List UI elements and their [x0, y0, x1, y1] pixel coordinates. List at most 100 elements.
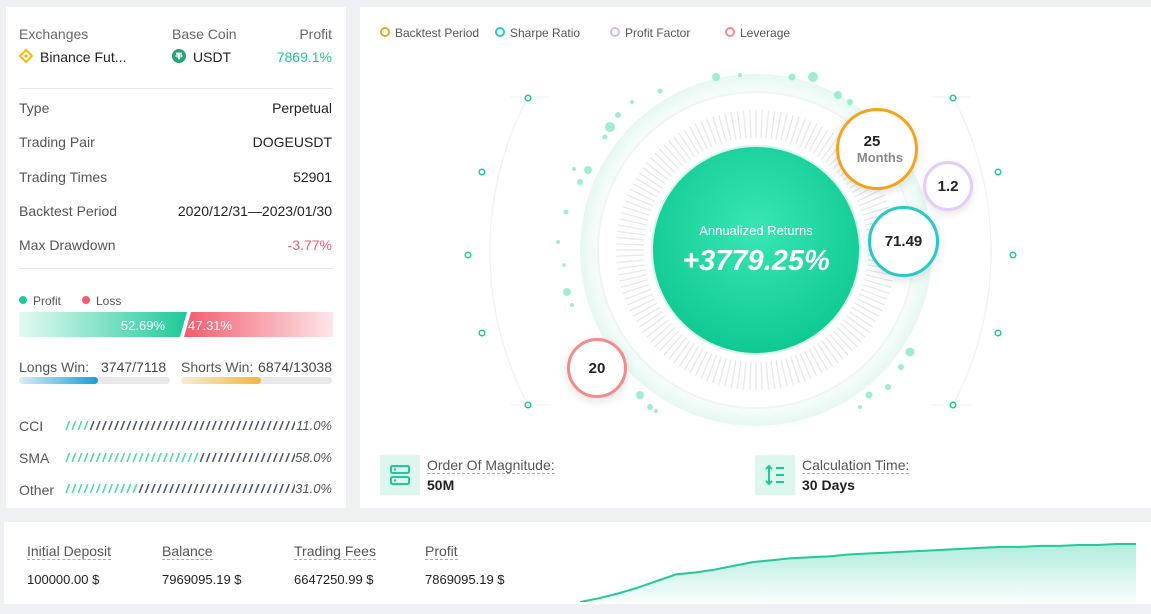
indicator-hatch-mark	[285, 421, 290, 430]
tick-mark	[718, 114, 727, 143]
divider	[19, 268, 333, 269]
trading-pair-value: DOGEUSDT	[252, 134, 332, 150]
tick-mark	[617, 230, 646, 236]
tick-mark	[658, 330, 680, 352]
tick-mark	[821, 340, 839, 364]
tick-mark	[742, 361, 747, 390]
tick-mark	[839, 323, 862, 343]
initial-deposit-label: Initial Deposit	[27, 543, 112, 560]
indicator-hatch-mark	[205, 453, 211, 462]
base-coin-value: USDT	[193, 49, 232, 65]
backtest-period-legend: Backtest Period	[395, 26, 480, 40]
tick-mark	[658, 148, 680, 170]
indicator-hatch-mark	[65, 484, 71, 493]
tick-mark	[694, 123, 708, 150]
indicator-hatch-mark	[205, 421, 211, 430]
profit-factor-bubble: 1.2	[923, 161, 973, 211]
trading-times-value: 52901	[293, 169, 332, 185]
indicator-hatch-mark	[156, 453, 162, 462]
tick-mark	[622, 206, 650, 217]
indicator-other-value: 31.0%	[295, 481, 332, 496]
tick-mark	[770, 111, 776, 140]
tick-mark	[616, 243, 645, 246]
tick-mark	[622, 283, 650, 294]
indicator-hatch-mark	[260, 453, 266, 462]
indicator-hatch-mark	[65, 421, 71, 430]
profit-legend-label: Profit	[33, 294, 62, 308]
tick-mark	[673, 340, 691, 364]
summary-profit-label: Profit	[425, 543, 458, 560]
tick-mark	[635, 306, 661, 323]
longs-win-fill	[19, 377, 99, 384]
indicator-hatch-mark	[156, 421, 162, 430]
indicator-hatch-mark	[83, 421, 89, 430]
indicator-hatch-mark	[236, 453, 242, 462]
indicator-hatch-mark	[156, 484, 162, 493]
tick-mark	[749, 110, 752, 139]
indicator-sma-label: SMA	[19, 450, 50, 466]
type-label: Type	[19, 100, 50, 116]
indicator-hatch-mark	[230, 453, 236, 462]
indicator-hatch-mark	[175, 484, 181, 493]
tick-mark	[620, 212, 649, 221]
indicator-hatch-mark	[132, 453, 138, 462]
tick-mark	[654, 326, 676, 348]
indicator-hatch-mark	[242, 421, 248, 430]
tick-mark	[700, 121, 713, 148]
indicator-hatch-mark	[193, 484, 199, 493]
tick-mark	[616, 254, 645, 257]
max-drawdown-value: -3.77%	[287, 237, 332, 253]
profit-line	[580, 543, 1136, 602]
trading-pair-label: Trading Pair	[19, 134, 95, 150]
indicator-hatch-mark	[211, 421, 217, 430]
annualized-returns-value: +3779.25%	[682, 245, 830, 277]
tick-mark	[678, 132, 695, 157]
indicator-hatch-mark	[144, 484, 150, 493]
indicator-hatch-mark	[95, 421, 101, 430]
indicator-hatch-mark	[95, 453, 101, 462]
tick-mark	[836, 326, 858, 348]
profit-loss-bar	[19, 312, 333, 337]
profit-label: Profit	[299, 26, 332, 42]
tick-mark	[700, 352, 713, 379]
indicator-hatch-mark	[126, 421, 132, 430]
indicator-other-label: Other	[19, 482, 55, 498]
tick-mark	[736, 360, 742, 389]
annualized-returns-label: Annualized Returns	[699, 223, 813, 238]
tick-mark	[849, 311, 874, 328]
indicator-hatch-mark	[224, 453, 229, 462]
exchange-value: Binance Fut...	[40, 49, 127, 65]
tick-mark	[825, 337, 844, 360]
tick-mark	[689, 348, 704, 374]
profit-curve-chart	[580, 543, 1136, 602]
server-icon	[380, 455, 420, 495]
trading-fees-label: Trading Fees	[294, 543, 376, 560]
indicator-hatch-mark	[187, 453, 193, 462]
shorts-win-fill	[181, 377, 261, 384]
longs-win-value: 3747/7118	[101, 359, 167, 375]
tick-mark	[627, 194, 654, 207]
tick-mark	[789, 356, 800, 384]
type-value: Perpetual	[272, 100, 332, 116]
indicator-hatch-mark	[132, 484, 138, 493]
tick-mark	[829, 333, 849, 356]
tick-mark	[832, 330, 854, 352]
tick-mark	[646, 162, 669, 181]
indicator-hatch-mark	[120, 453, 126, 462]
tick-mark	[863, 279, 892, 288]
tick-mark	[619, 274, 647, 282]
tick-mark	[650, 323, 673, 343]
indicator-hatch-mark	[108, 421, 113, 430]
indicator-hatch-mark	[144, 421, 150, 430]
tick-mark	[617, 264, 646, 270]
tick-mark	[673, 136, 691, 160]
shorts-win-value: 6874/13038	[258, 359, 332, 375]
tick-mark	[663, 144, 683, 167]
indicator-hatch-mark	[242, 453, 248, 462]
loss-percent: 47.31%	[188, 318, 233, 333]
loss-segment	[184, 312, 333, 337]
indicator-hatch-mark	[211, 453, 217, 462]
tick-mark	[624, 200, 652, 212]
indicator-hatch-mark	[77, 484, 83, 493]
tick-mark	[780, 359, 788, 387]
